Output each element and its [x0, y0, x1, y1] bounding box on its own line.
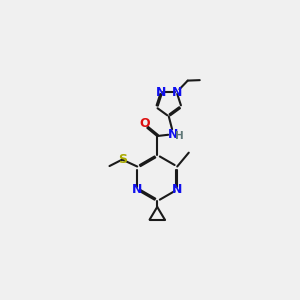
Text: O: O — [139, 117, 150, 130]
Text: N: N — [172, 86, 182, 99]
Text: N: N — [168, 128, 178, 141]
Text: H: H — [175, 131, 184, 141]
Text: N: N — [156, 86, 166, 99]
Text: N: N — [132, 183, 142, 196]
Text: N: N — [172, 183, 182, 196]
Text: S: S — [118, 153, 127, 166]
